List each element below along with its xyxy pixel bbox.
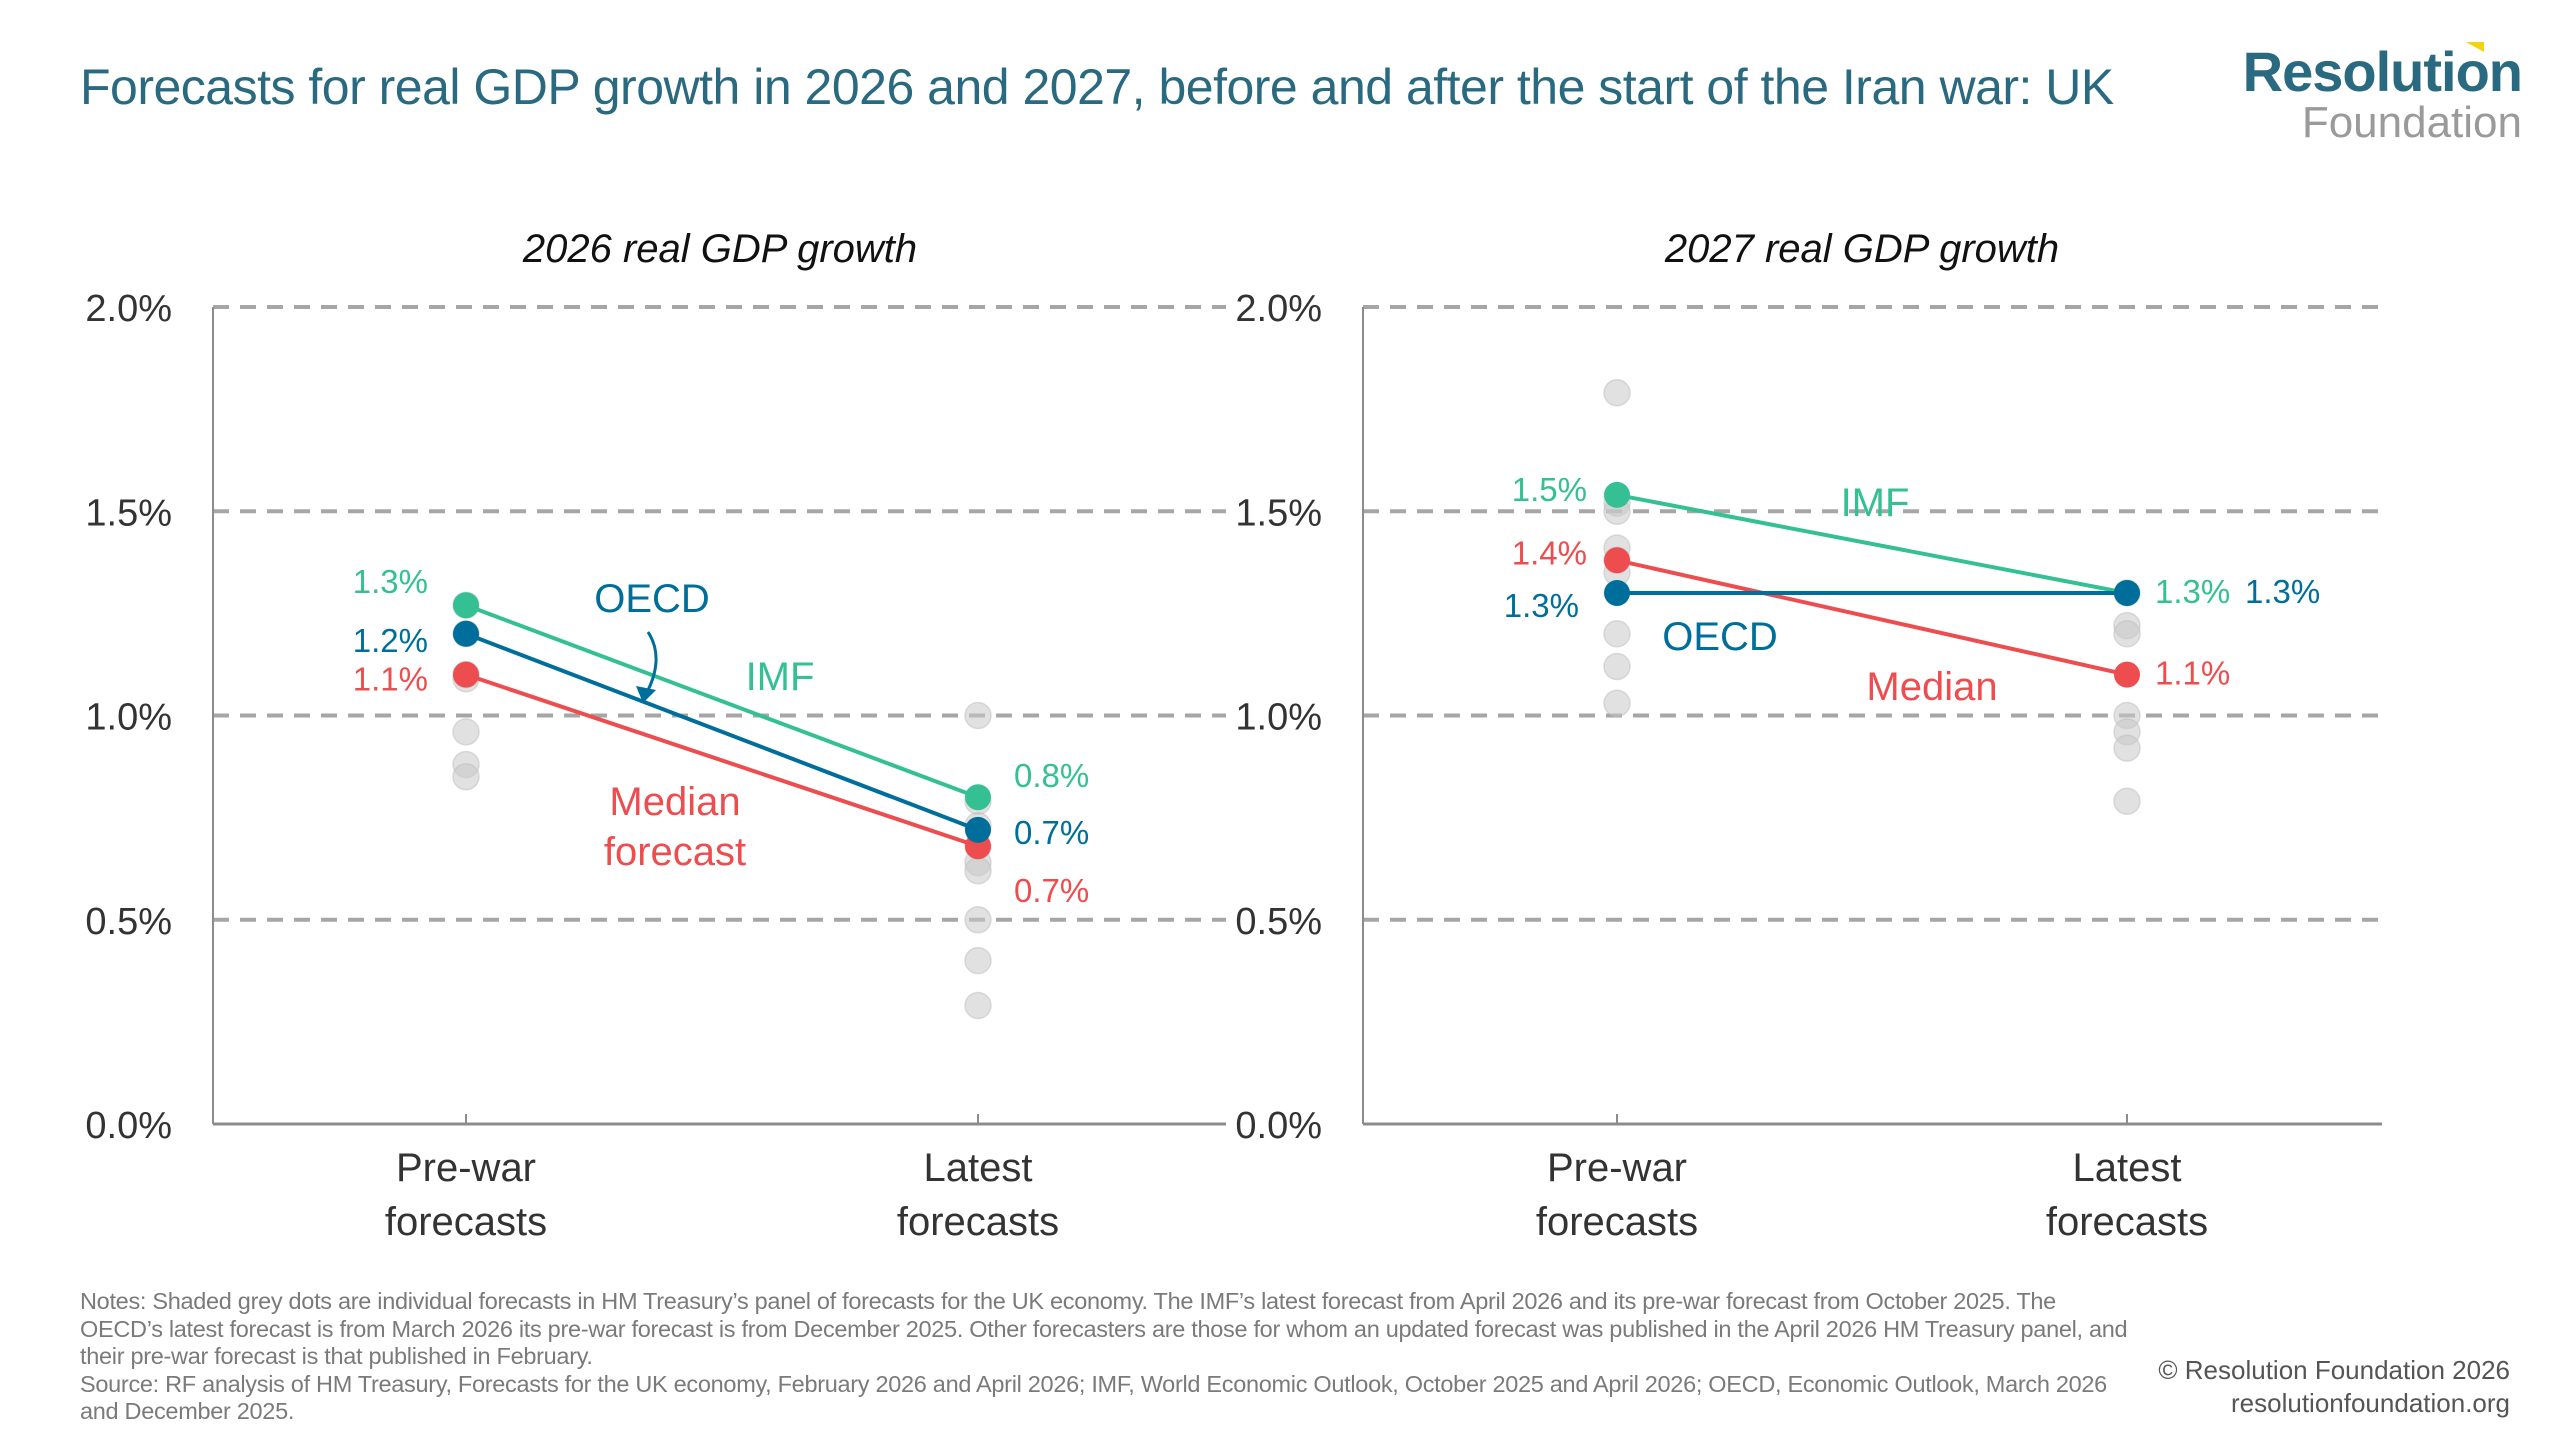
series-point-imf: [453, 592, 479, 619]
chart-title: Forecasts for real GDP growth in 2026 an…: [80, 59, 2114, 115]
value-label-imf: 0.8%: [1014, 757, 1089, 794]
value-label-oecd: 1.3%: [1504, 587, 1579, 624]
panel-forecast-dot: [2113, 734, 2141, 762]
chart-panel-2: 2027 real GDP growth 0.0% 0.5% 1.0% 1.5% 2.0%…: [1235, 227, 2382, 1244]
series-oecd: [1604, 579, 2140, 606]
panel-forecast-dot: [964, 856, 992, 885]
panel-forecast-dot: [2113, 787, 2141, 816]
y-tick-label: 2.0%: [1235, 288, 1322, 330]
value-label-imf: 1.3%: [2155, 573, 2230, 610]
series-oecd: [453, 620, 991, 843]
panel-title: 2026 real GDP growth: [522, 227, 917, 271]
value-label-median: 1.4%: [1512, 534, 1587, 571]
y-tick-label: 0.5%: [1235, 901, 1322, 943]
value-label-median: 1.1%: [353, 661, 428, 698]
panel-forecast-dot: [452, 718, 480, 746]
oecd-arrow-icon: [644, 631, 658, 695]
series-name-label-imf: IMF: [1841, 481, 1910, 525]
series-line-imf: [1616, 492, 2128, 595]
y-tick-label: 1.0%: [85, 697, 172, 739]
resolution-foundation-logo: Resolution Foundation: [2243, 42, 2523, 147]
copyright-text: © Resolution Foundation 2026: [2158, 1355, 2510, 1385]
series-point-median: [2114, 661, 2140, 688]
notes-block: Notes: Shaded grey dots are individual f…: [80, 1288, 2140, 1426]
panel-forecast-dot: [1603, 689, 1631, 717]
value-label-oecd: 1.2%: [353, 622, 428, 659]
value-label-oecd: 0.7%: [1014, 814, 1089, 851]
series-line-median: [465, 672, 979, 849]
panel-forecast-dot: [1603, 652, 1631, 681]
series-point-oecd: [453, 620, 479, 647]
y-tick-label: 0.0%: [1235, 1105, 1322, 1147]
panel-forecast-dot: [2113, 620, 2141, 648]
panel-forecast-dot: [964, 991, 992, 1020]
series-point-median: [1604, 547, 1630, 574]
logo-accent-icon: [2466, 42, 2484, 52]
series-point-oecd: [1604, 579, 1630, 606]
panel-forecast-dot: [964, 946, 992, 975]
y-tick-label: 1.5%: [85, 492, 172, 534]
panel-forecast-dot: [452, 763, 480, 791]
x-category-label: Latest forecasts: [897, 1146, 1059, 1244]
chart-panel-1: 2026 real GDP growth 0.0% 0.5% 1.0% 1.5% 2.0%…: [85, 227, 1226, 1244]
website-link[interactable]: resolutionfoundation.org: [2231, 1388, 2510, 1418]
x-category-label: Pre-war forecasts: [385, 1146, 547, 1244]
panel-title: 2027 real GDP growth: [1664, 227, 2059, 271]
value-label-median: 0.7%: [1014, 872, 1089, 909]
series-point-imf: [1604, 481, 1630, 508]
logo-text-resolution: Resolution: [2242, 40, 2523, 103]
y-tick-label: 2.0%: [85, 288, 172, 330]
panel-forecast-dot: [964, 701, 992, 730]
value-label-imf: 1.3%: [353, 563, 428, 600]
series-median: [1604, 547, 2140, 688]
series-name-label-oecd: OECD: [1662, 615, 1778, 659]
series-name-label-median: Median forecast: [604, 780, 746, 874]
series-point-median: [453, 661, 479, 688]
x-category-label: Latest forecasts: [2046, 1146, 2208, 1244]
oecd-arrowhead-icon: [636, 686, 656, 703]
series-line-median: [1616, 558, 2128, 677]
series-line-oecd: [465, 631, 979, 832]
y-tick-label: 0.5%: [85, 901, 172, 943]
series-point-oecd: [2114, 579, 2140, 606]
y-tick-label: 0.0%: [85, 1105, 172, 1147]
value-label-imf: 1.5%: [1512, 471, 1587, 508]
series-name-label-median: Median: [1866, 665, 1997, 709]
y-tick-label: 1.5%: [1235, 492, 1322, 534]
source-text: Source: RF analysis of HM Treasury, Fore…: [80, 1370, 2107, 1425]
x-category-label: Pre-war forecasts: [1536, 1146, 1698, 1244]
logo-wordmark-top: Resolution: [2243, 42, 2523, 100]
series-name-label-oecd: OECD: [594, 577, 710, 621]
series-line-imf: [465, 603, 979, 800]
series-point-imf: [965, 784, 991, 811]
series-imf: [453, 592, 991, 811]
value-label-oecd: 1.3%: [2245, 573, 2320, 610]
series-name-label-imf: IMF: [746, 655, 815, 699]
value-label-median: 1.1%: [2155, 655, 2230, 692]
copyright-block: © Resolution Foundation 2026 resolutionf…: [2158, 1354, 2510, 1420]
panel-forecast-dot: [964, 906, 992, 934]
notes-text: Notes: Shaded grey dots are individual f…: [80, 1288, 2128, 1369]
logo-text-foundation: Foundation: [2301, 98, 2522, 147]
panel-forecast-dot: [1603, 620, 1631, 648]
y-tick-label: 1.0%: [1235, 697, 1322, 739]
series-point-oecd: [965, 816, 991, 843]
panel-forecast-dot: [1603, 379, 1631, 407]
